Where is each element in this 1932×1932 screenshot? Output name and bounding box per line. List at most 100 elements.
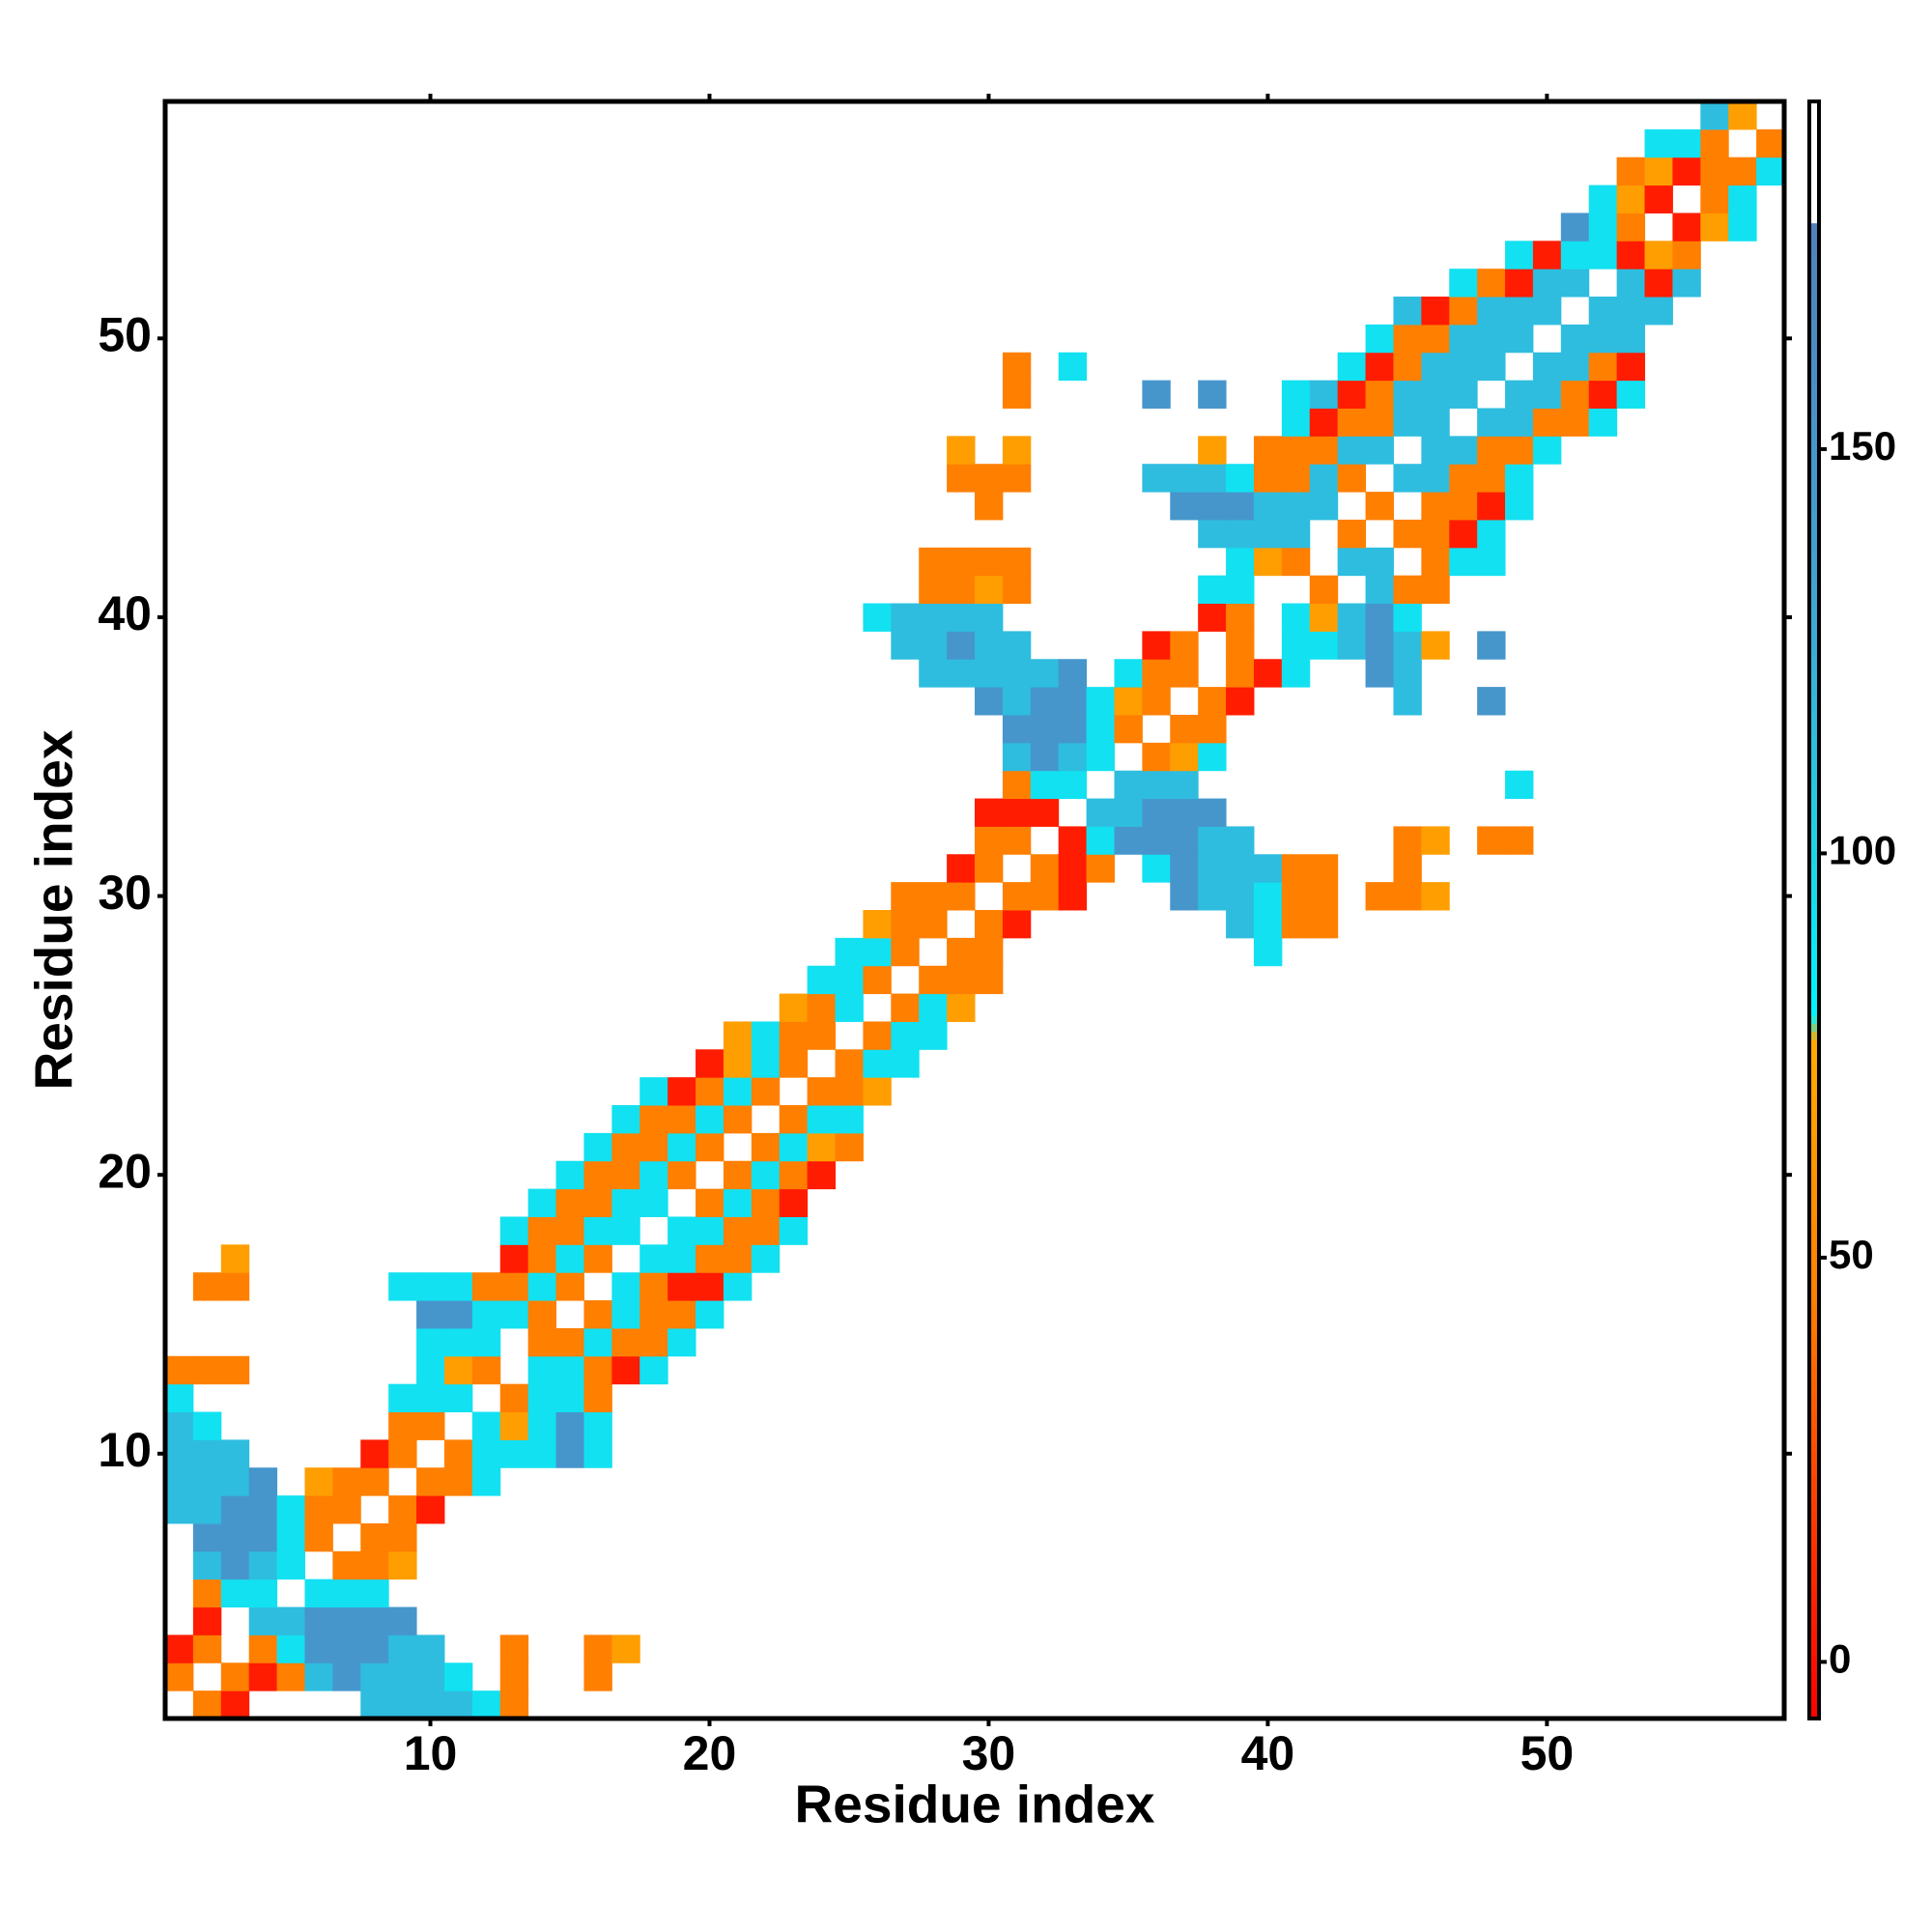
colorbar-segment <box>1809 1540 1819 1549</box>
heatmap-cell <box>919 993 948 1022</box>
colorbar-segment <box>1809 529 1819 539</box>
y-tick-label: 10 <box>98 1423 152 1477</box>
heatmap-cell <box>1226 687 1255 716</box>
colorbar-segment <box>1809 1508 1819 1518</box>
colorbar-segment <box>1809 1023 1819 1033</box>
heatmap-cell <box>360 1578 389 1608</box>
heatmap-cell <box>192 1495 222 1524</box>
heatmap-cell <box>1002 464 1032 493</box>
heatmap-cell <box>1588 297 1618 326</box>
heatmap-cell <box>1644 241 1673 270</box>
colorbar-segment <box>1809 1629 1819 1638</box>
heatmap-cell <box>835 993 864 1022</box>
colorbar-segment <box>1809 505 1819 515</box>
heatmap-cell <box>583 1439 612 1468</box>
heatmap-cell <box>1449 269 1478 298</box>
colorbar-segment <box>1809 1136 1819 1146</box>
colorbar-segment <box>1809 1314 1819 1323</box>
heatmap-cell <box>668 1216 696 1245</box>
heatmap-cell <box>1086 714 1115 744</box>
heatmap-cell <box>1421 297 1450 326</box>
heatmap-cell <box>583 1327 612 1357</box>
heatmap-cell <box>555 1327 584 1357</box>
heatmap-cell <box>611 1132 640 1162</box>
colorbar-segment <box>1809 1500 1819 1509</box>
colorbar-segment <box>1809 1346 1819 1355</box>
heatmap-cell <box>471 1411 501 1440</box>
heatmap-cell <box>919 882 948 911</box>
heatmap-cell <box>443 1300 473 1329</box>
heatmap-cell <box>388 1439 417 1468</box>
colorbar-segment <box>1809 1427 1819 1436</box>
plot-frame <box>162 99 1787 1721</box>
heatmap-cell <box>1281 380 1311 409</box>
heatmap-cell <box>696 1272 724 1301</box>
heatmap-cell <box>1337 547 1367 577</box>
colorbar-segment <box>1809 837 1819 846</box>
colorbar-segment <box>1809 877 1819 887</box>
heatmap-cell <box>723 1244 753 1273</box>
heatmap-cell <box>388 1495 417 1524</box>
heatmap-cell <box>248 1495 278 1524</box>
colorbar-segment <box>1809 699 1819 709</box>
colorbar-segment <box>1809 1516 1819 1525</box>
colorbar-segment <box>1809 440 1819 450</box>
colorbar-segment <box>1809 586 1819 596</box>
heatmap-cell <box>1449 352 1478 382</box>
heatmap-cell <box>248 1578 278 1608</box>
heatmap-cell <box>165 1439 194 1468</box>
heatmap-cell <box>388 1550 417 1580</box>
heatmap-cell <box>499 1272 529 1301</box>
heatmap-cell <box>1421 408 1450 437</box>
heatmap-cell <box>499 1634 529 1663</box>
heatmap-cell <box>1281 631 1311 660</box>
colorbar-segment <box>1809 1095 1819 1105</box>
heatmap-cell <box>220 1272 250 1301</box>
heatmap-cell <box>1030 882 1060 911</box>
heatmap-cell <box>696 1300 724 1329</box>
heatmap-cell <box>276 1662 305 1691</box>
colorbar-segment <box>1809 174 1819 184</box>
heatmap-cell <box>1505 826 1534 855</box>
colorbar-segment <box>1809 157 1819 167</box>
heatmap-cell <box>443 1327 473 1357</box>
heatmap-cell <box>555 1411 584 1440</box>
colorbar-segment <box>1809 578 1819 587</box>
heatmap-cell <box>416 1272 445 1301</box>
heatmap-cell <box>1505 770 1534 800</box>
colorbar-segment <box>1809 602 1819 611</box>
colorbar-segment <box>1809 1492 1819 1501</box>
heatmap-cell <box>360 1634 389 1663</box>
heatmap-cell <box>975 965 1004 995</box>
heatmap-cell <box>947 993 976 1022</box>
heatmap-cell <box>443 1355 473 1385</box>
colorbar-segment <box>1809 716 1819 725</box>
heatmap-cell <box>1700 185 1729 213</box>
heatmap-cell <box>975 464 1004 493</box>
heatmap-cell <box>220 1495 250 1524</box>
colorbar-segment <box>1809 740 1819 750</box>
colorbar-segment <box>1809 1564 1819 1574</box>
heatmap-cell <box>1086 826 1115 855</box>
heatmap-cell <box>1253 436 1283 465</box>
heatmap-cell <box>1170 854 1199 883</box>
heatmap-cell <box>947 575 976 605</box>
colorbar-segment <box>1809 546 1819 555</box>
colorbar-segment <box>1809 1064 1819 1072</box>
heatmap-cell <box>1337 464 1367 493</box>
heatmap-cell <box>248 1662 278 1691</box>
heatmap-cell <box>165 1355 194 1385</box>
heatmap-cell <box>696 1188 724 1217</box>
heatmap-cell <box>611 1355 640 1385</box>
colorbar-segment <box>1809 1669 1819 1679</box>
heatmap-cell <box>696 1244 724 1273</box>
heatmap-cell <box>1393 603 1422 632</box>
heatmap-cell <box>696 1077 724 1106</box>
colorbar-segment <box>1809 126 1819 135</box>
heatmap-cell <box>1616 156 1646 186</box>
heatmap-cell <box>668 1244 696 1273</box>
colorbar-segment <box>1809 133 1819 143</box>
heatmap-cell <box>751 1244 781 1273</box>
heatmap-cell <box>947 436 976 465</box>
